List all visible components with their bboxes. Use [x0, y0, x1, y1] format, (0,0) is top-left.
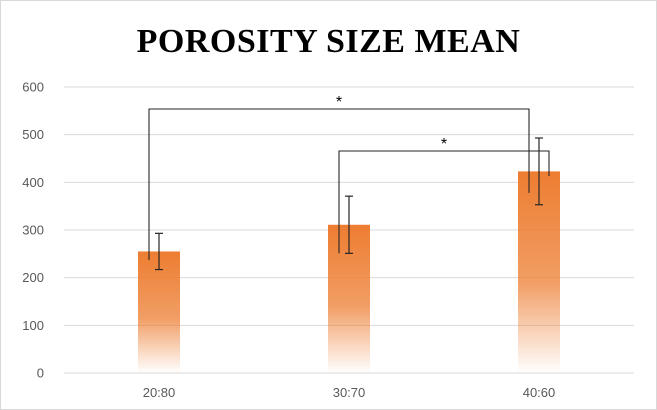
y-tick-label: 300 — [22, 223, 44, 238]
x-tick-label: 20:80 — [143, 385, 176, 400]
error-bars — [155, 137, 543, 271]
x-tick-label: 30:70 — [333, 385, 366, 400]
y-tick-label: 600 — [22, 80, 44, 95]
significance-label: * — [336, 94, 342, 111]
y-tick-label: 0 — [37, 366, 44, 381]
y-tick-label: 200 — [22, 270, 44, 285]
significance-bracket — [338, 150, 550, 254]
significance-brackets: ** — [148, 94, 550, 261]
chart-title: POROSITY SIZE MEAN — [136, 23, 521, 60]
y-axis-ticks: 0 100 200 300 400 500 600 — [22, 80, 44, 381]
y-tick-label: 500 — [22, 127, 44, 142]
significance-label: * — [441, 136, 447, 153]
bars — [138, 171, 560, 373]
x-tick-label: 40:60 — [523, 385, 556, 400]
y-tick-label: 100 — [22, 318, 44, 333]
bar-20:80 — [138, 251, 180, 373]
x-axis-ticks: 20:80 30:70 40:60 — [143, 385, 556, 400]
y-tick-label: 400 — [22, 175, 44, 190]
